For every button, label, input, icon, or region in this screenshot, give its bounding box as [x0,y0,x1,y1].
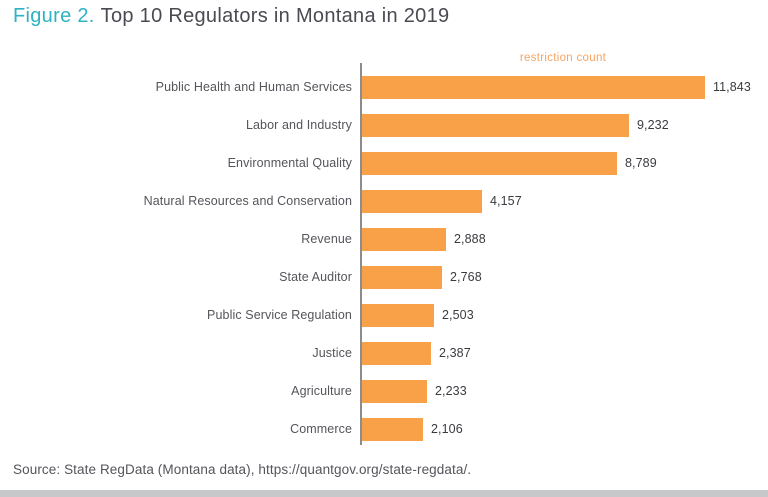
value-label: 8,789 [625,156,657,170]
category-label: Labor and Industry [245,118,352,132]
bar-row: Justice 2,387 [0,334,768,372]
bar-zone: 11,843 [362,75,768,99]
value-label: 4,157 [490,194,522,208]
bar-row: Public Service Regulation 2,503 [0,296,768,334]
bar-row: Commerce 2,106 [0,410,768,448]
figure-number-label: Figure 2. [13,5,95,27]
bar-zone: 2,233 [362,379,768,403]
bar [362,341,431,365]
value-label: 2,503 [442,308,474,322]
bar [362,379,427,403]
bar-zone: 8,789 [362,151,768,175]
bar-zone: 2,768 [362,265,768,289]
bar [362,417,423,441]
bar-row: Environmental Quality 8,789 [0,144,768,182]
bar-zone: 2,387 [362,341,768,365]
bar [362,151,617,175]
category-label: Public Health and Human Services [155,80,352,94]
source-note: Source: State RegData (Montana data), ht… [13,462,472,477]
bar [362,189,482,213]
bar-zone: 2,106 [362,417,768,441]
category-label: Public Service Regulation [207,308,352,322]
value-label: 2,888 [454,232,486,246]
value-label: 2,387 [439,346,471,360]
bar-zone: 4,157 [362,189,768,213]
value-label: 9,232 [637,118,669,132]
category-label: Commerce [290,422,352,436]
y-axis-line [360,63,362,445]
bar-row: State Auditor 2,768 [0,258,768,296]
bar-chart-rows: Public Health and Human Services 11,843 La… [0,68,768,448]
bar-row: Agriculture 2,233 [0,372,768,410]
bar-row: Public Health and Human Services 11,843 [0,68,768,106]
value-label: 2,233 [435,384,467,398]
category-label: Environmental Quality [227,156,352,170]
category-label: Revenue [301,232,352,246]
bar [362,113,629,137]
bottom-divider-bar [0,490,768,497]
bar [362,303,434,327]
value-label: 2,106 [431,422,463,436]
value-axis-label: restriction count [519,52,607,64]
bar [362,227,446,251]
figure-title: Figure 2. Top 10 Regulators in Montana in… [13,5,449,28]
figure-title-text: Top 10 Regulators in Montana in 2019 [100,5,450,27]
bar-zone: 2,888 [362,227,768,251]
bar-row: Natural Resources and Conservation 4,157 [0,182,768,220]
bar [362,265,442,289]
category-label: Justice [312,346,352,360]
category-label: State Auditor [279,270,352,284]
bar-row: Labor and Industry 9,232 [0,106,768,144]
category-label: Natural Resources and Conservation [143,194,352,208]
bar-zone: 9,232 [362,113,768,137]
value-label: 2,768 [450,270,482,284]
bar [362,75,705,99]
bar-row: Revenue 2,888 [0,220,768,258]
value-label: 11,843 [713,80,751,94]
bar-zone: 2,503 [362,303,768,327]
category-label: Agriculture [291,384,352,398]
